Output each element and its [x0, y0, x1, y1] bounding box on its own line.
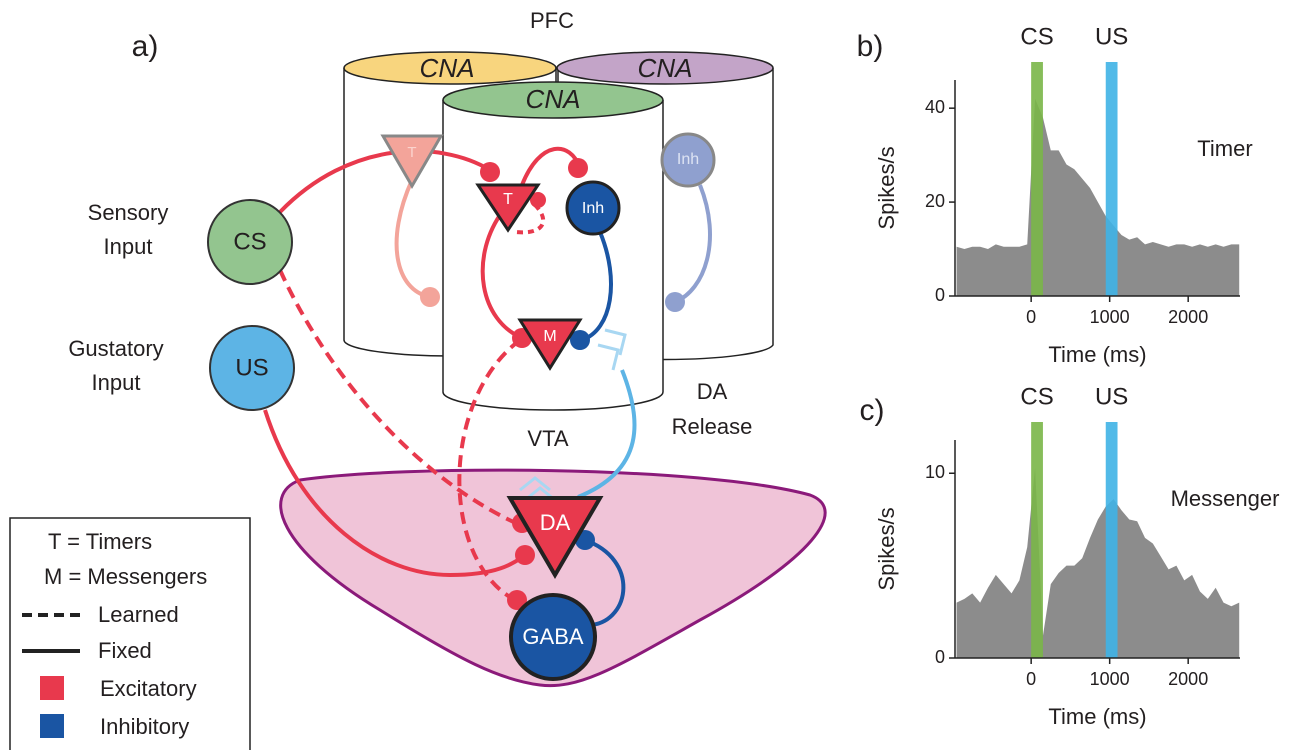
stimulus-band	[1031, 422, 1043, 658]
area	[957, 99, 1240, 296]
y-tick-label: 0	[935, 285, 945, 305]
cna-label: CNA	[420, 53, 475, 83]
stimulus-label: CS	[1020, 383, 1053, 410]
region-label: DA	[697, 379, 728, 404]
legend-text: Fixed	[98, 638, 152, 663]
stimulus-label: US	[1095, 23, 1128, 50]
y-tick-label: 20	[925, 191, 945, 211]
neuron-label: M	[543, 328, 556, 345]
x-tick-label: 2000	[1168, 669, 1208, 689]
y-tick-label: 0	[935, 647, 945, 667]
panel-label: c)	[860, 394, 885, 427]
neuron-label: Inh	[582, 200, 604, 217]
y-tick-label: 10	[925, 462, 945, 482]
figure: CNA CNA CNA T Inh	[0, 0, 1302, 750]
neuron-label: GABA	[522, 624, 583, 649]
input-label: Input	[92, 370, 141, 395]
stimulus-label: CS	[1020, 23, 1053, 50]
input-label: Input	[104, 234, 153, 259]
legend-text: Excitatory	[100, 676, 197, 701]
node-label: CS	[233, 228, 266, 255]
neuron-label: T	[407, 144, 416, 161]
neuron-label: DA	[540, 510, 571, 535]
legend-swatch	[40, 676, 64, 700]
node-label: US	[235, 354, 268, 381]
synapse	[515, 545, 535, 565]
chart-title: Timer	[1197, 136, 1252, 161]
synapse	[665, 292, 685, 312]
stimulus-band	[1106, 422, 1118, 658]
stimulus-band	[1106, 62, 1118, 296]
panel-label: a)	[132, 30, 159, 63]
cna-label: CNA	[526, 84, 581, 114]
region-label: VTA	[527, 426, 568, 451]
neuron-label: T	[503, 191, 513, 208]
synapse	[568, 158, 588, 178]
cna-label: CNA	[638, 53, 693, 83]
legend-text: M = Messengers	[44, 564, 207, 589]
input-label: Sensory	[88, 200, 169, 225]
y-axis-label: Spikes/s	[874, 146, 899, 229]
x-tick-label: 2000	[1168, 307, 1208, 327]
stimulus-label: US	[1095, 383, 1128, 410]
synapse	[420, 287, 440, 307]
x-tick-label: 0	[1026, 307, 1036, 327]
synapse	[480, 162, 500, 182]
legend-text: T = Timers	[48, 529, 152, 554]
legend-swatch	[40, 714, 64, 738]
stimulus-band	[1031, 62, 1043, 296]
diagram: CNA CNA CNA T Inh	[10, 8, 825, 750]
x-tick-label: 1000	[1090, 307, 1130, 327]
neuron-label: Inh	[677, 151, 699, 168]
region-label: PFC	[530, 8, 574, 33]
legend-text: Learned	[98, 602, 179, 627]
region-label: Release	[672, 414, 753, 439]
y-axis-label: Spikes/s	[874, 507, 899, 590]
x-tick-label: 0	[1026, 669, 1036, 689]
input-label: Gustatory	[68, 336, 163, 361]
y-tick-label: 40	[925, 97, 945, 117]
x-tick-label: 1000	[1090, 669, 1130, 689]
panel-label: b)	[857, 30, 884, 63]
chart-title: Messenger	[1171, 486, 1280, 511]
x-axis-label: Time (ms)	[1048, 342, 1146, 367]
legend-text: Inhibitory	[100, 714, 189, 739]
x-axis-label: Time (ms)	[1048, 704, 1146, 729]
